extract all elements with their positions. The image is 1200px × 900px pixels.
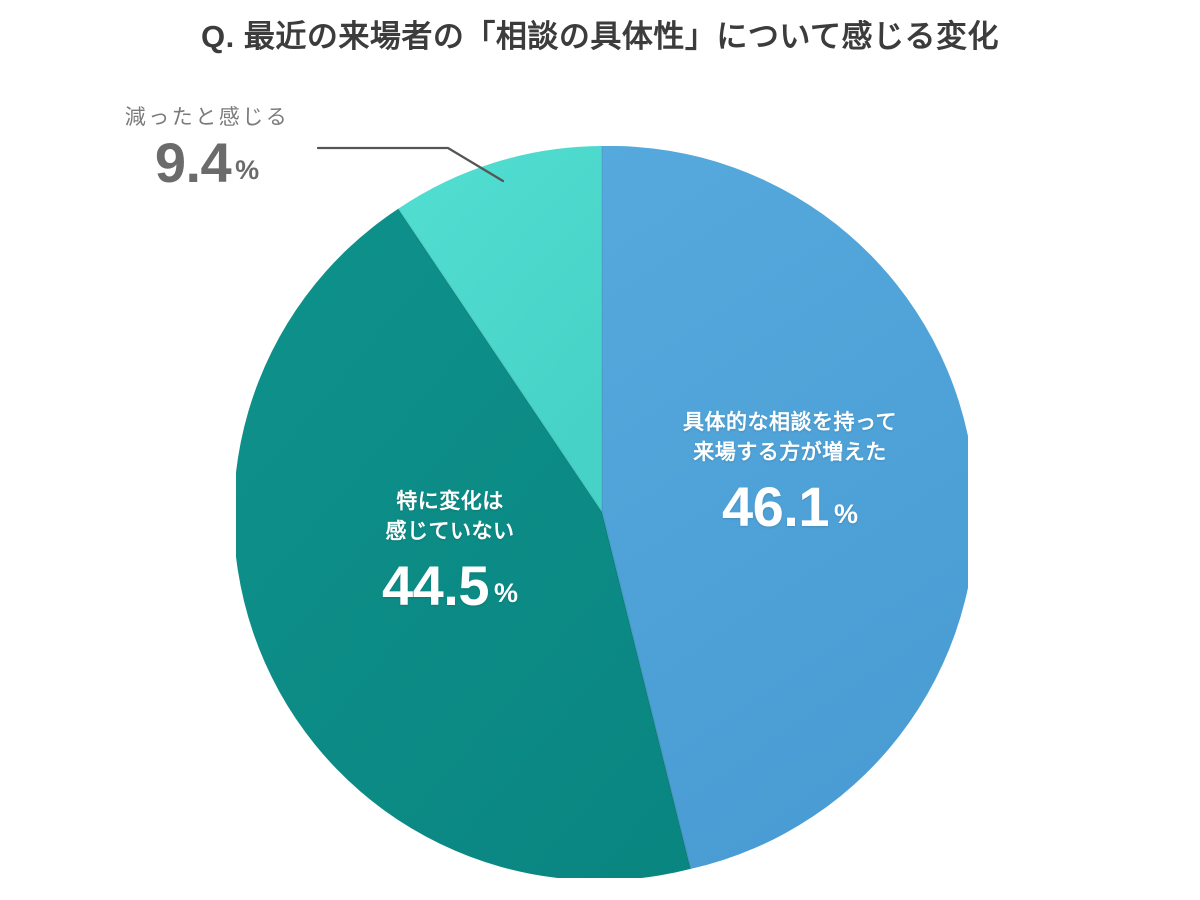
page-title: Q. 最近の来場者の「相談の具体性」について感じる変化 [201,19,999,54]
pie-slice-blue[interactable] [602,146,968,869]
pie-slice-teal[interactable] [398,146,602,512]
slice-value-unit-teal: % [235,155,260,186]
slice-divider-blue-green [601,511,692,870]
slice-callout-teal-value: 9.4% [92,135,322,191]
slice-divider-green-teal [397,208,603,513]
pie-graphic [236,146,968,878]
slice-callout-teal-name: 減ったと感じる [124,106,290,129]
slice-callout-teal: 減ったと感じる 9.4% [92,104,322,191]
pie-slice-green[interactable] [236,208,691,878]
slice-value-number-teal: 9.4 [154,131,232,195]
pie-svg [236,146,968,878]
